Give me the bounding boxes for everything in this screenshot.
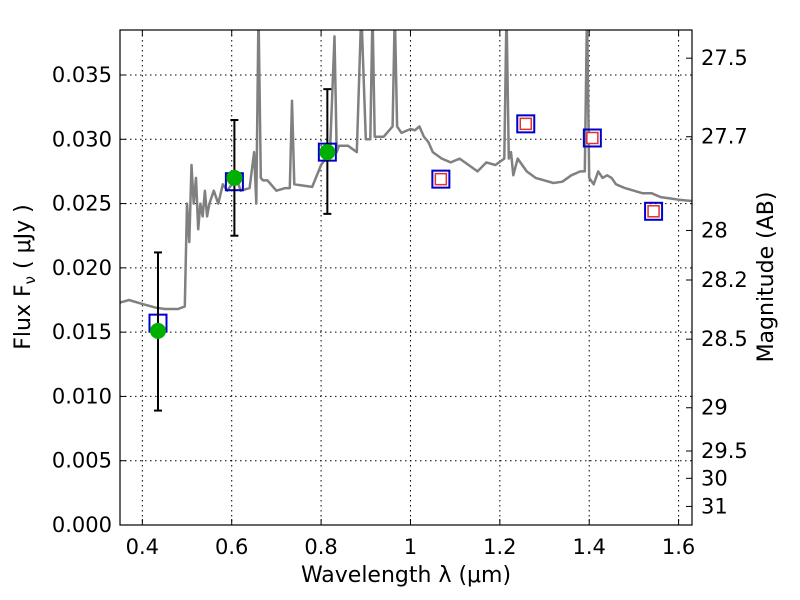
- sed-model-curve-layer: [120, 30, 692, 311]
- observed-flux-point: [149, 322, 166, 339]
- y-tick-label: 0.030: [52, 127, 112, 151]
- y2-tick-label: 29: [701, 396, 728, 420]
- observed-flux-point: [319, 144, 336, 161]
- observed-points-layer: [149, 144, 336, 339]
- plot-frame: [119, 29, 693, 526]
- y-tick-label: 0.025: [52, 192, 112, 216]
- x-tick-label: 0.8: [304, 535, 337, 559]
- y-axis-label: Flux Fν ( μJy ): [11, 204, 39, 349]
- y2-tick-label: 30: [701, 466, 728, 490]
- model-flux-square: [644, 201, 664, 221]
- y-axis-label-subscript: ν: [21, 276, 39, 284]
- y2-tick-label: 28.5: [701, 327, 748, 351]
- y-tick-label: 0.020: [52, 256, 112, 280]
- model-flux-inner-square: [586, 131, 599, 145]
- x-tick-label: 1.6: [662, 535, 695, 559]
- model-flux-inner-square: [519, 117, 533, 131]
- sed-model-line: [120, 30, 692, 311]
- y2-tick-label: 27.7: [701, 125, 748, 149]
- y-tick-label: 0.005: [52, 449, 112, 473]
- y-axis-label-unit: ( μJy ): [11, 204, 36, 276]
- observed-flux-point: [226, 169, 243, 186]
- x-axis-label: Wavelength λ (μm): [301, 563, 511, 588]
- y-tick-label: 0.010: [52, 384, 112, 408]
- y2-axis-label: Magnitude (AB): [754, 192, 779, 363]
- y2-tick-label: 28: [701, 218, 728, 242]
- y-tick-label: 0.035: [52, 63, 112, 87]
- y-axis-left: 0.000 0.005 0.010 0.015 0.020 0.025 0.030 0.035: [52, 63, 126, 537]
- x-tick-label: 0.4: [126, 535, 159, 559]
- y2-tick-label: 31: [701, 494, 728, 518]
- y-axis-right: 27.5 27.7 28 28.2 28.5 29 29.5 30 31: [686, 46, 748, 518]
- model-flux-inner-square: [647, 205, 660, 218]
- y-tick-label: 0.000: [52, 513, 112, 537]
- y-tick-label: 0.015: [52, 320, 112, 344]
- y2-tick-label: 27.5: [701, 46, 748, 70]
- x-axis: 0.4 0.6 0.8 1 1.2 1.4 1.6: [126, 30, 695, 559]
- y-axis-label-main: Flux F: [11, 284, 36, 349]
- x-tick-label: 1.4: [573, 535, 606, 559]
- y2-tick-label: 29.5: [701, 439, 748, 463]
- x-tick-label: 1: [404, 535, 417, 559]
- model-flux-square: [582, 128, 602, 148]
- model-flux-square: [516, 114, 536, 134]
- x-tick-label: 1.2: [483, 535, 516, 559]
- y2-tick-label: 28.2: [701, 268, 748, 292]
- model-flux-inner-square: [434, 172, 448, 186]
- model-flux-square: [431, 169, 451, 189]
- x-tick-label: 0.6: [215, 535, 248, 559]
